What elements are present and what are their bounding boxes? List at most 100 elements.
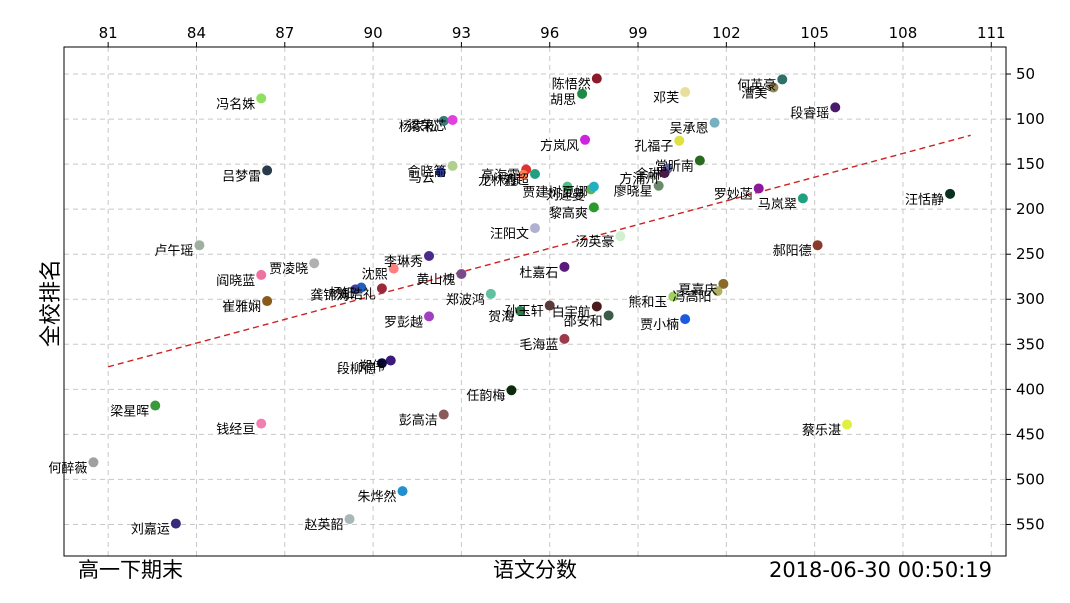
point-label: 吴承恩 [670, 122, 709, 137]
point-label: 何醉薇 [48, 460, 87, 476]
data-point [603, 310, 614, 321]
y-axis-label: 全校排名 [39, 259, 64, 347]
data-point [945, 188, 956, 199]
data-point [530, 169, 540, 180]
data-point [653, 180, 664, 191]
data-point [194, 240, 205, 251]
data-point [712, 286, 723, 297]
x-tick-label: 90 [364, 24, 383, 42]
point-label: 高海霞 [481, 168, 520, 184]
point-label: 毛海蓝 [519, 338, 558, 353]
data-point [424, 251, 435, 262]
data-point [385, 355, 396, 366]
point-label: 常昕南 [655, 159, 694, 175]
data-point [709, 117, 720, 128]
data-point [580, 134, 591, 145]
data-point [577, 88, 588, 99]
data-point [515, 305, 526, 316]
x-axis-ticks: 81 84 87 90 93 96 99 102 105 108 111 [99, 24, 1006, 47]
data-point [170, 518, 181, 529]
point-label: 朱烨然 [358, 489, 397, 505]
data-point [424, 311, 435, 322]
point-label: 余琳 [635, 167, 661, 183]
data-point [588, 181, 599, 192]
point-label: 卢午瑶 [154, 243, 193, 259]
x-tick-label: 102 [712, 24, 741, 42]
point-label: 罗妙菡 [714, 187, 753, 202]
data-point [150, 400, 161, 411]
point-label: 杜嘉石 [519, 266, 558, 281]
x-tick-label: 96 [540, 24, 559, 42]
data-point [668, 291, 679, 302]
point-label: 方浦州 [620, 171, 659, 187]
data-point [842, 419, 853, 430]
point-label: 罗彭越 [384, 315, 423, 330]
footer-right: 2018-06-30 00:50:19 [769, 558, 992, 582]
data-point [447, 114, 458, 125]
point-label: 阎晓蓝 [216, 274, 255, 289]
data-point [256, 93, 267, 104]
y-tick-label: 300 [1016, 290, 1045, 308]
point-label: 任韵梅 [466, 389, 505, 404]
point-label: 杨钰 [329, 287, 355, 302]
point-label: 胡思 [550, 93, 576, 108]
data-point [830, 102, 841, 113]
point-label: 龚锦涛 [310, 287, 349, 303]
point-label: 梁荣芯 [408, 119, 447, 134]
data-point [680, 314, 691, 325]
point-label: 陈悟然 [552, 77, 591, 93]
point-label: 龙林鑫 [478, 173, 517, 189]
y-tick-label: 350 [1016, 335, 1045, 353]
point-label: 钱经亘 [216, 423, 255, 438]
x-tick-label: 87 [275, 24, 294, 42]
data-point [544, 300, 555, 311]
points-layer [88, 73, 956, 529]
x-tick-label: 99 [628, 24, 647, 42]
point-label: 刘嘉运 [131, 523, 170, 538]
point-label: 漕美 [741, 87, 767, 102]
trend-line [107, 134, 971, 368]
data-point [388, 263, 399, 274]
y-tick-label: 400 [1016, 380, 1045, 398]
data-point [753, 183, 764, 194]
x-axis-label: 语文分数 [493, 558, 577, 582]
point-label: 夏娜 [562, 186, 588, 201]
point-label: 段柳德 [337, 362, 376, 377]
point-label: 郑波鸿 [446, 292, 485, 308]
point-label: 何英豪 [737, 77, 776, 93]
data-point [559, 261, 570, 272]
data-point [530, 223, 540, 234]
data-point [562, 181, 573, 192]
point-label: 彭高洁 [399, 413, 438, 429]
point-label: 汪阳文 [490, 227, 529, 242]
data-point [812, 240, 823, 251]
y-tick-label: 450 [1016, 425, 1045, 443]
point-label: 俞晓箭 [408, 164, 447, 180]
x-tick-label: 84 [187, 24, 206, 42]
y-tick-label: 250 [1016, 245, 1045, 263]
x-tick-label: 93 [452, 24, 471, 42]
data-point [435, 167, 446, 178]
y-tick-label: 100 [1016, 110, 1045, 128]
data-point [506, 385, 517, 396]
data-point [256, 418, 267, 429]
point-label: 汤英豪 [575, 234, 614, 250]
data-point [615, 231, 626, 242]
data-point [588, 202, 599, 213]
data-point [438, 409, 449, 420]
point-label: 邵安和 [564, 314, 603, 329]
point-label: 贾凌晓 [269, 262, 308, 277]
point-label: 马岚翠 [758, 197, 797, 212]
data-point [376, 283, 387, 294]
data-point [256, 269, 267, 280]
point-label: 孔福子 [634, 140, 673, 155]
data-point [397, 486, 408, 497]
y-tick-label: 550 [1016, 515, 1045, 533]
point-label: 段睿瑶 [790, 106, 829, 121]
point-label: 马云 [409, 171, 435, 186]
x-tick-label: 108 [889, 24, 918, 42]
point-label: 李琳秀 [384, 255, 423, 270]
point-label: 邓芙 [653, 91, 679, 106]
data-point [591, 73, 602, 84]
plot-frame [63, 46, 1007, 557]
